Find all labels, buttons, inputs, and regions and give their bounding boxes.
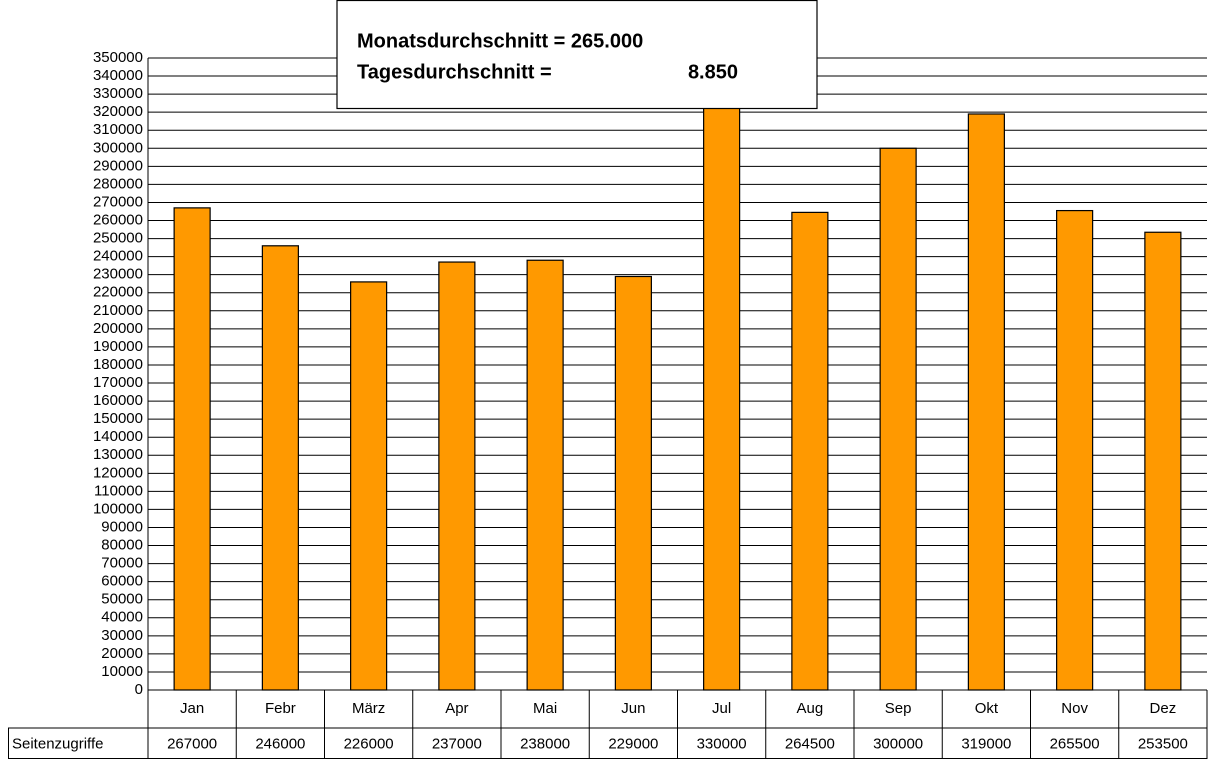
y-tick-label: 300000 (93, 139, 143, 156)
table-value: 267000 (167, 735, 217, 752)
annotation: Tagesdurchschnitt = (357, 61, 552, 83)
y-tick-label: 330000 (93, 85, 143, 102)
x-tick-label: Mai (533, 700, 557, 717)
table-value: 229000 (608, 735, 658, 752)
bar (614, 275, 652, 691)
y-tick-label: 70000 (101, 555, 143, 572)
y-tick-label: 340000 (93, 67, 143, 84)
x-tick-label: Sep (885, 700, 912, 717)
y-tick-label: 260000 (93, 211, 143, 228)
y-tick-label: 220000 (93, 284, 143, 301)
x-tick-label: Jul (712, 700, 731, 717)
bar (1056, 209, 1094, 691)
x-tick-label: Apr (445, 700, 468, 717)
y-tick-label: 0 (135, 681, 143, 698)
y-tick-label: 50000 (101, 591, 143, 608)
legend-label: Seitenzugriffe (12, 735, 103, 752)
table-value: 253500 (1138, 735, 1188, 752)
y-tick-label: 350000 (93, 49, 143, 66)
x-tick-label: Aug (797, 700, 824, 717)
x-tick-label: Okt (975, 700, 999, 717)
bar (526, 259, 564, 691)
y-tick-label: 180000 (93, 356, 143, 373)
y-tick-label: 250000 (93, 230, 143, 247)
x-tick-label: Dez (1150, 700, 1177, 717)
y-tick-label: 80000 (101, 537, 143, 554)
x-tick-label: Jan (180, 700, 204, 717)
y-tick-label: 310000 (93, 121, 143, 138)
y-tick-label: 140000 (93, 428, 143, 445)
bar (703, 93, 741, 691)
y-tick-label: 110000 (94, 482, 143, 499)
y-tick-label: 160000 (93, 392, 143, 409)
annotation: 8.850 (688, 61, 738, 83)
x-tick-label: März (352, 700, 385, 717)
bar (879, 147, 917, 691)
table-value: 300000 (873, 735, 923, 752)
y-tick-label: 240000 (93, 248, 143, 265)
y-tick-label: 90000 (101, 518, 143, 535)
table-value: 330000 (697, 735, 747, 752)
y-tick-label: 10000 (101, 663, 143, 680)
x-tick-label: Nov (1061, 700, 1088, 717)
y-tick-label: 320000 (93, 103, 143, 120)
bar (791, 211, 829, 691)
x-tick-label: Febr (265, 700, 296, 717)
y-tick-label: 40000 (101, 609, 143, 626)
table-value: 265500 (1050, 735, 1100, 752)
y-tick-label: 200000 (93, 320, 143, 337)
y-tick-label: 100000 (93, 500, 143, 517)
y-tick-label: 30000 (101, 627, 143, 644)
bar (173, 207, 211, 691)
table-value: 246000 (255, 735, 305, 752)
y-tick-label: 120000 (93, 464, 143, 481)
bar (1144, 231, 1182, 691)
x-tick-label: Jun (621, 700, 645, 717)
bar (438, 261, 476, 691)
y-tick-label: 170000 (93, 374, 143, 391)
table-value: 237000 (432, 735, 482, 752)
y-tick-label: 230000 (93, 266, 143, 283)
y-tick-label: 280000 (93, 175, 143, 192)
table-value: 226000 (344, 735, 394, 752)
annotation-box (336, 0, 818, 110)
y-tick-label: 20000 (101, 645, 143, 662)
bar (967, 113, 1005, 691)
bar (261, 245, 299, 691)
y-tick-label: 190000 (93, 338, 143, 355)
y-tick-label: 290000 (93, 157, 143, 174)
table-value: 319000 (961, 735, 1011, 752)
bar (350, 281, 388, 691)
annotation: Monatsdurchschnitt = 265.000 (357, 30, 643, 52)
y-tick-label: 210000 (93, 302, 143, 319)
y-tick-label: 130000 (93, 446, 143, 463)
table-value: 238000 (520, 735, 570, 752)
y-tick-label: 270000 (93, 193, 143, 210)
y-tick-label: 150000 (93, 410, 143, 427)
table-value: 264500 (785, 735, 835, 752)
y-tick-label: 60000 (101, 573, 143, 590)
